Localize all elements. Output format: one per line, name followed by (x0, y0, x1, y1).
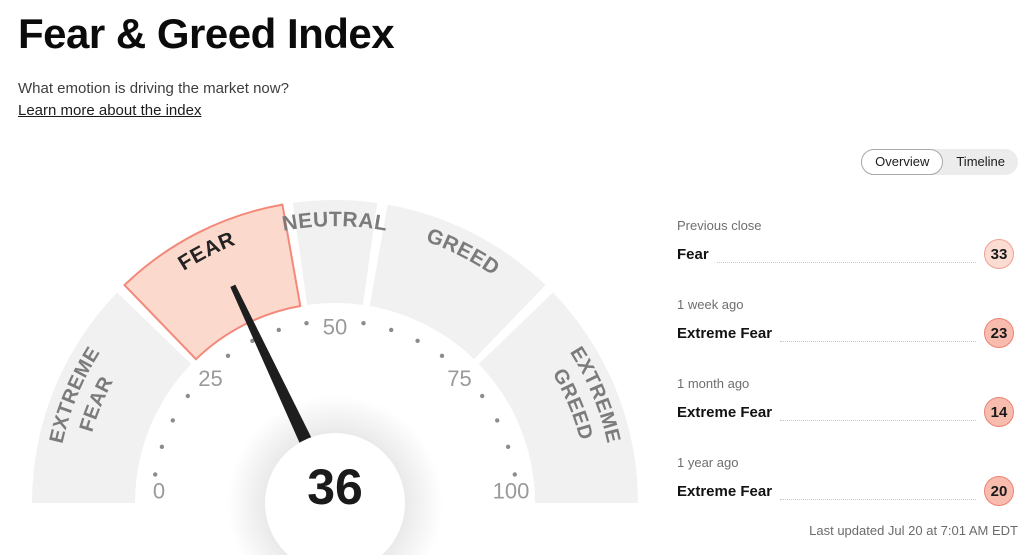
tick-dot (250, 338, 255, 343)
segment-greed (369, 204, 546, 360)
gauge-value: 36 (307, 459, 363, 515)
page-subtitle: What emotion is driving the market now? (18, 80, 289, 97)
segment-fear (123, 203, 302, 361)
history-zone: Fear (677, 245, 709, 263)
tick-dot (505, 444, 511, 449)
tick-label: 0 (153, 479, 165, 504)
value-badge: 20 (984, 476, 1014, 506)
history-row-1-week: 1 week ago Extreme Fear 23 (677, 297, 1014, 348)
tick-dot (225, 353, 231, 358)
value-badge: 14 (984, 397, 1014, 427)
tick-label: 50 (323, 315, 347, 340)
view-toggle: Overview Timeline (861, 149, 1018, 175)
history-row-previous-close: Previous close Fear 33 (677, 218, 1014, 269)
tick-dot (415, 338, 420, 343)
history-row-1-year: 1 year ago Extreme Fear 20 (677, 455, 1014, 506)
history-zone: Extreme Fear (677, 482, 773, 500)
tick-label: 100 (493, 479, 530, 504)
history-period: 1 week ago (677, 297, 744, 312)
tick-dot (153, 472, 158, 477)
tick-label: 75 (447, 366, 471, 391)
tick-dot (276, 327, 281, 333)
tick-label: 25 (198, 366, 222, 391)
dotted-leader (780, 499, 976, 500)
tab-timeline[interactable]: Timeline (943, 149, 1018, 175)
segment-extreme-greed (478, 292, 638, 503)
history-period: 1 month ago (677, 376, 750, 391)
tick-dot (495, 418, 500, 423)
tab-overview[interactable]: Overview (861, 149, 944, 175)
segment-neutral (292, 200, 378, 305)
tick-dot (304, 321, 309, 326)
last-updated: Last updated Jul 20 at 7:01 AM EDT (809, 523, 1018, 538)
gauge-center (265, 433, 405, 555)
tick-dot (361, 321, 366, 326)
history-zone: Extreme Fear (677, 324, 773, 342)
dotted-leader (780, 420, 976, 421)
value-badge: 23 (984, 318, 1014, 348)
history-period: 1 year ago (677, 455, 739, 470)
tick-dot (159, 444, 165, 449)
tick-dot (170, 418, 175, 423)
tick-dot (512, 472, 517, 477)
tick-dot (480, 393, 485, 399)
tick-dot (389, 327, 394, 333)
tick-dot (439, 353, 445, 358)
page-title: Fear & Greed Index (18, 10, 395, 57)
history-period: Previous close (677, 218, 762, 233)
dotted-leader (780, 341, 976, 342)
history-zone: Extreme Fear (677, 403, 773, 421)
segment-extreme-fear (32, 292, 192, 503)
fear-greed-gauge: EXTREMEFEARFEARNEUTRALGREEDEXTREMEGREED0… (32, 200, 638, 555)
learn-more-link[interactable]: Learn more about the index (18, 102, 202, 119)
value-badge: 33 (984, 239, 1014, 269)
history-row-1-month: 1 month ago Extreme Fear 14 (677, 376, 1014, 427)
tick-dot (185, 393, 190, 399)
dotted-leader (716, 262, 976, 263)
